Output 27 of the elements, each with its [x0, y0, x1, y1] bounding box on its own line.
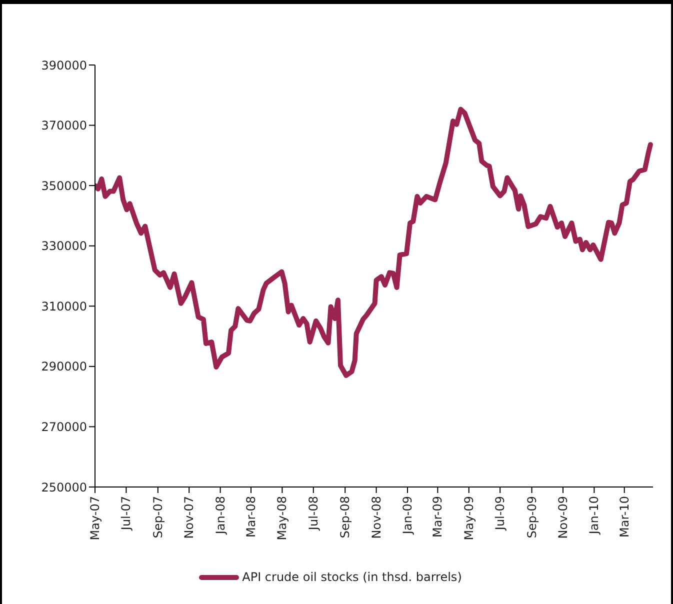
- x-tick-label: Mar-10: [617, 496, 632, 538]
- x-tick-label: Sep-09: [524, 496, 539, 538]
- x-tick-label: Jul-07: [119, 496, 134, 532]
- x-tick-label: Jul-08: [306, 496, 320, 532]
- x-tick-label: May-09: [462, 496, 476, 540]
- x-tick-label: Jan-08: [213, 496, 228, 536]
- x-tick-label: Nov-09: [556, 496, 570, 539]
- legend-label: API crude oil stocks (in thsd. barrels): [242, 570, 462, 584]
- x-tick-label: May-08: [275, 496, 290, 540]
- x-tick-label: Jan-09: [400, 496, 414, 536]
- x-tick-label: Nov-08: [369, 496, 384, 539]
- y-tick-label: 270000: [41, 420, 87, 434]
- y-tick-label: 290000: [41, 360, 87, 374]
- x-tick-label: Nov-07: [182, 496, 196, 539]
- x-tick-label: Jul-09: [493, 496, 508, 532]
- y-tick-label: 250000: [41, 480, 87, 494]
- x-tick-label: Mar-08: [244, 496, 258, 538]
- y-tick-label: 310000: [41, 299, 87, 314]
- y-tick-label: 370000: [41, 118, 87, 133]
- x-tick-label: Sep-07: [150, 496, 165, 538]
- x-tick-label: Sep-08: [338, 496, 352, 538]
- y-tick-label: 350000: [41, 178, 87, 193]
- x-tick-label: Mar-09: [430, 496, 445, 538]
- x-tick-label: Jan-10: [587, 496, 602, 536]
- y-tick-label: 390000: [41, 58, 87, 72]
- y-tick-label: 330000: [41, 239, 87, 254]
- x-tick-label: May-07: [88, 496, 102, 540]
